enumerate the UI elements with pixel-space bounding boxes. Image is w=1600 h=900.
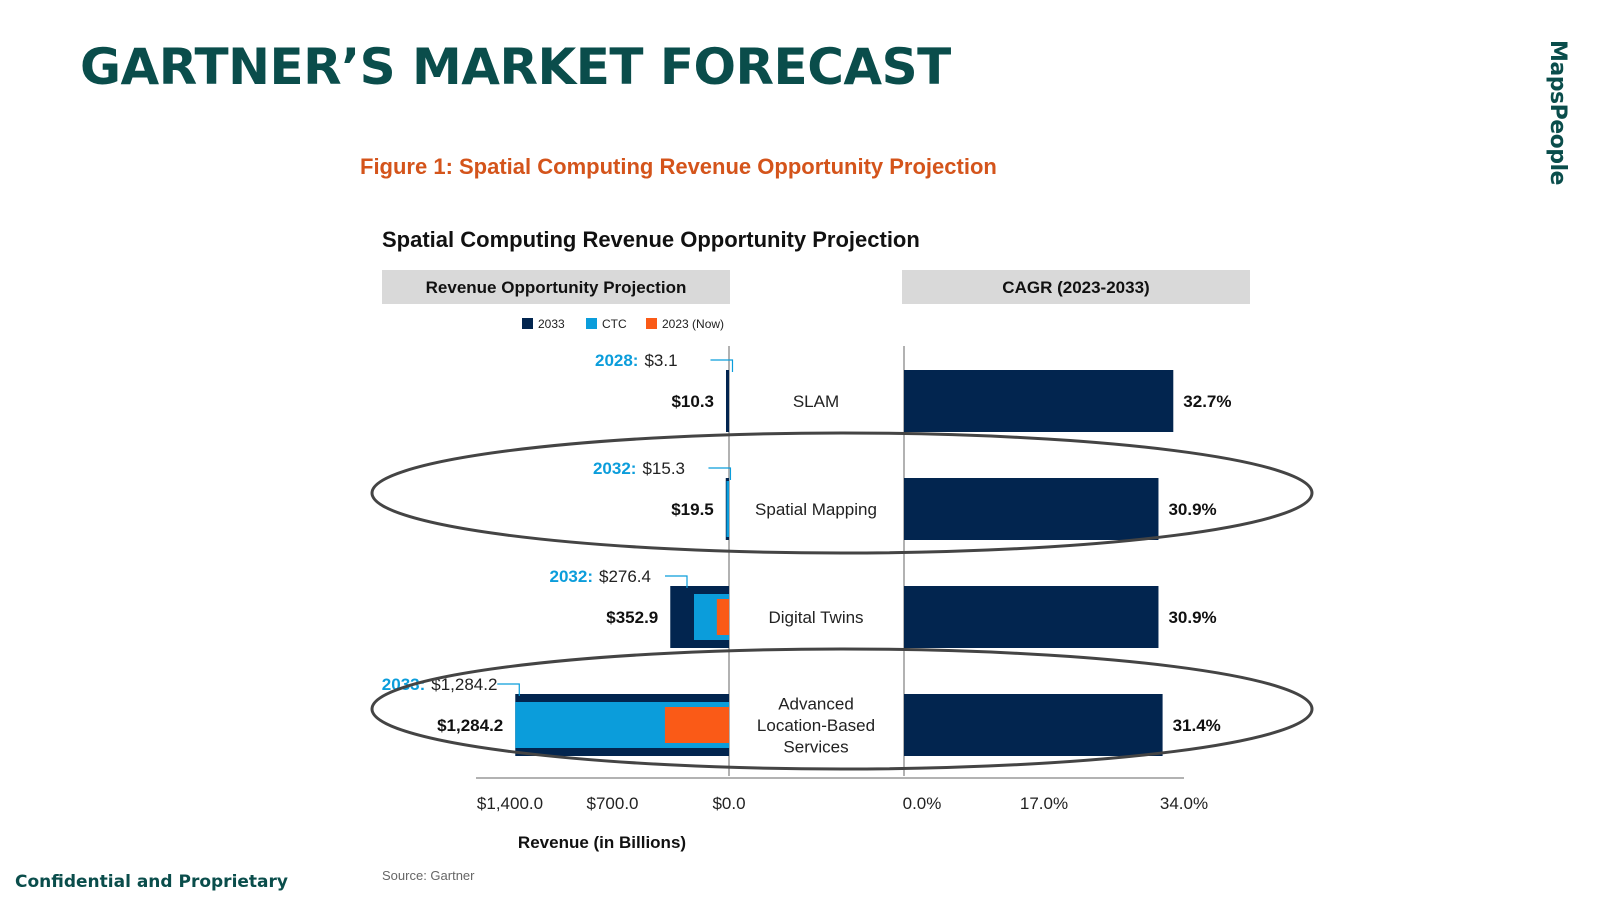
left-axis-tick-label: $700.0 xyxy=(587,794,639,813)
chart-title: Spatial Computing Revenue Opportunity Pr… xyxy=(382,227,920,252)
ctc-leader-line xyxy=(497,683,520,696)
value-label-2033: $352.9 xyxy=(606,608,658,627)
bar-ctc xyxy=(726,481,729,537)
cagr-value-label: 32.7% xyxy=(1183,392,1231,411)
right-axis-tick-label: 0.0% xyxy=(903,794,942,813)
left-axis-title: Revenue (in Billions) xyxy=(518,833,686,852)
ctc-value-label: $276.4 xyxy=(599,567,651,586)
highlight-ellipse xyxy=(370,647,1314,771)
category-label: Advanced xyxy=(778,695,854,714)
category-label: SLAM xyxy=(793,392,839,411)
figure-caption: Figure 1: Spatial Computing Revenue Oppo… xyxy=(360,154,997,179)
bar-2023-now xyxy=(716,599,729,635)
category-label: Spatial Mapping xyxy=(755,500,877,519)
source-note: Source: Gartner xyxy=(382,868,475,883)
cagr-value-label: 30.9% xyxy=(1168,608,1216,627)
legend-swatch-now xyxy=(646,318,657,329)
category-label: Digital Twins xyxy=(768,608,863,627)
bar-cagr xyxy=(904,478,1159,540)
category-label: Location-Based xyxy=(757,716,875,735)
bar-2033 xyxy=(726,370,729,432)
bar-2023-now xyxy=(664,707,729,743)
ctc-year-label: 2033: xyxy=(382,675,425,694)
right-panel-header-bg xyxy=(902,270,1250,304)
ctc-leader-line xyxy=(710,359,734,372)
cagr-value-label: 30.9% xyxy=(1168,500,1216,519)
value-label-2033: $1,284.2 xyxy=(437,716,503,735)
ctc-value-label: $1,284.2 xyxy=(431,675,497,694)
value-label-2033: $10.3 xyxy=(671,392,714,411)
slide-title: GARTNER’S MARKET FORECAST xyxy=(80,38,951,96)
legend-label-ctc: CTC xyxy=(602,317,627,331)
legend-label-2033: 2033 xyxy=(538,317,565,331)
brand-logo-text: MapsPeople xyxy=(1545,40,1570,185)
right-panel-header: CAGR (2023-2033) xyxy=(1002,278,1149,297)
ctc-leader-line xyxy=(708,467,732,480)
legend-label-now: 2023 (Now) xyxy=(662,317,724,331)
ctc-value-label: $15.3 xyxy=(642,459,685,478)
ctc-year-label: 2032: xyxy=(593,459,636,478)
left-axis-tick-label: $1,400.0 xyxy=(477,794,543,813)
cagr-value-label: 31.4% xyxy=(1173,716,1221,735)
bar-cagr xyxy=(904,694,1163,756)
ctc-year-label: 2028: xyxy=(595,351,638,370)
right-axis-tick-label: 17.0% xyxy=(1020,794,1068,813)
confidential-footer: Confidential and Proprietary xyxy=(15,872,288,892)
value-label-2033: $19.5 xyxy=(671,500,714,519)
category-label: Services xyxy=(783,738,848,757)
legend-swatch-2033 xyxy=(522,318,533,329)
ctc-value-label: $3.1 xyxy=(644,351,677,370)
bar-cagr xyxy=(904,586,1159,648)
bar-cagr xyxy=(904,370,1174,432)
right-axis-tick-label: 34.0% xyxy=(1160,794,1208,813)
highlight-ellipse xyxy=(370,431,1314,555)
left-panel-header: Revenue Opportunity Projection xyxy=(426,278,687,297)
left-axis-tick-label: $0.0 xyxy=(712,794,745,813)
ctc-leader-line xyxy=(664,575,688,588)
legend-swatch-ctc xyxy=(586,318,597,329)
left-panel-header-bg xyxy=(382,270,730,304)
ctc-year-label: 2032: xyxy=(550,567,593,586)
